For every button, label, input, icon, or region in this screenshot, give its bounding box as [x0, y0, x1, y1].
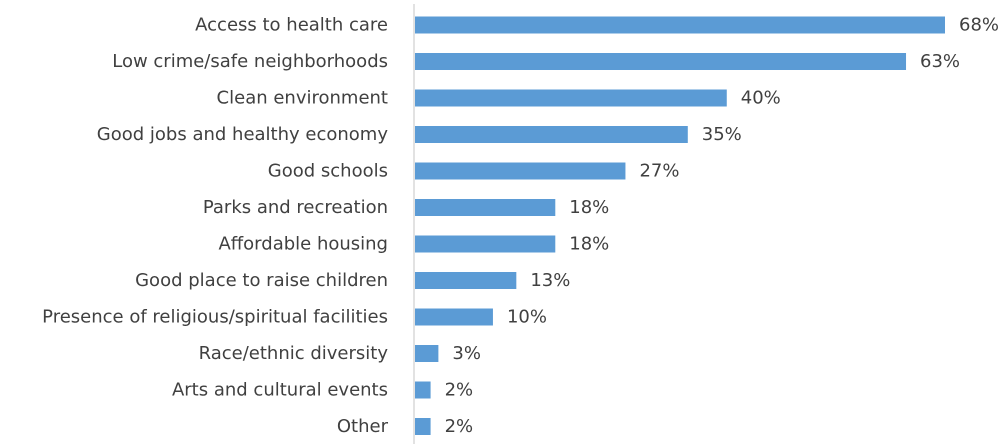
bar [415, 308, 493, 326]
category-labels: Access to health care Low crime/safe neig… [42, 15, 388, 438]
bar [415, 89, 727, 107]
bar [415, 16, 945, 34]
bar [415, 162, 626, 180]
bar [415, 199, 556, 216]
category-label: Arts and cultural events [172, 380, 388, 401]
value-label: 2% [445, 380, 474, 401]
value-label: 10% [507, 307, 547, 328]
bar [415, 345, 439, 362]
category-label: Good place to raise children [135, 270, 388, 291]
value-label: 63% [920, 51, 960, 72]
value-label: 68% [959, 15, 999, 36]
bar [415, 418, 431, 435]
value-labels: 68% 63% 40% 35% 27% 18% 18% 13% 10% 3% 2% 2% [445, 15, 999, 438]
category-label: Presence of religious/spiritual faciliti… [42, 307, 388, 328]
value-label: 35% [702, 124, 742, 145]
category-label: Parks and recreation [203, 197, 388, 218]
value-label: 3% [452, 343, 481, 364]
bars-layer [415, 16, 945, 435]
bar [415, 53, 907, 70]
value-label: 40% [741, 88, 781, 109]
category-label: Good jobs and healthy economy [97, 124, 389, 145]
value-label: 2% [445, 416, 474, 437]
value-label: 13% [530, 270, 570, 291]
category-label: Good schools [268, 161, 388, 182]
value-label: 27% [639, 161, 679, 182]
bar [415, 126, 688, 143]
category-label: Clean environment [217, 88, 388, 109]
category-label: Access to health care [195, 15, 388, 36]
bar [415, 272, 517, 289]
bar [415, 235, 556, 253]
category-label: Race/ethnic diversity [199, 343, 389, 364]
bar [415, 381, 431, 399]
value-label: 18% [569, 197, 609, 218]
category-label: Affordable housing [218, 234, 388, 255]
category-label: Low crime/safe neighborhoods [112, 51, 388, 72]
value-label: 18% [569, 234, 609, 255]
category-label: Other [337, 416, 389, 437]
